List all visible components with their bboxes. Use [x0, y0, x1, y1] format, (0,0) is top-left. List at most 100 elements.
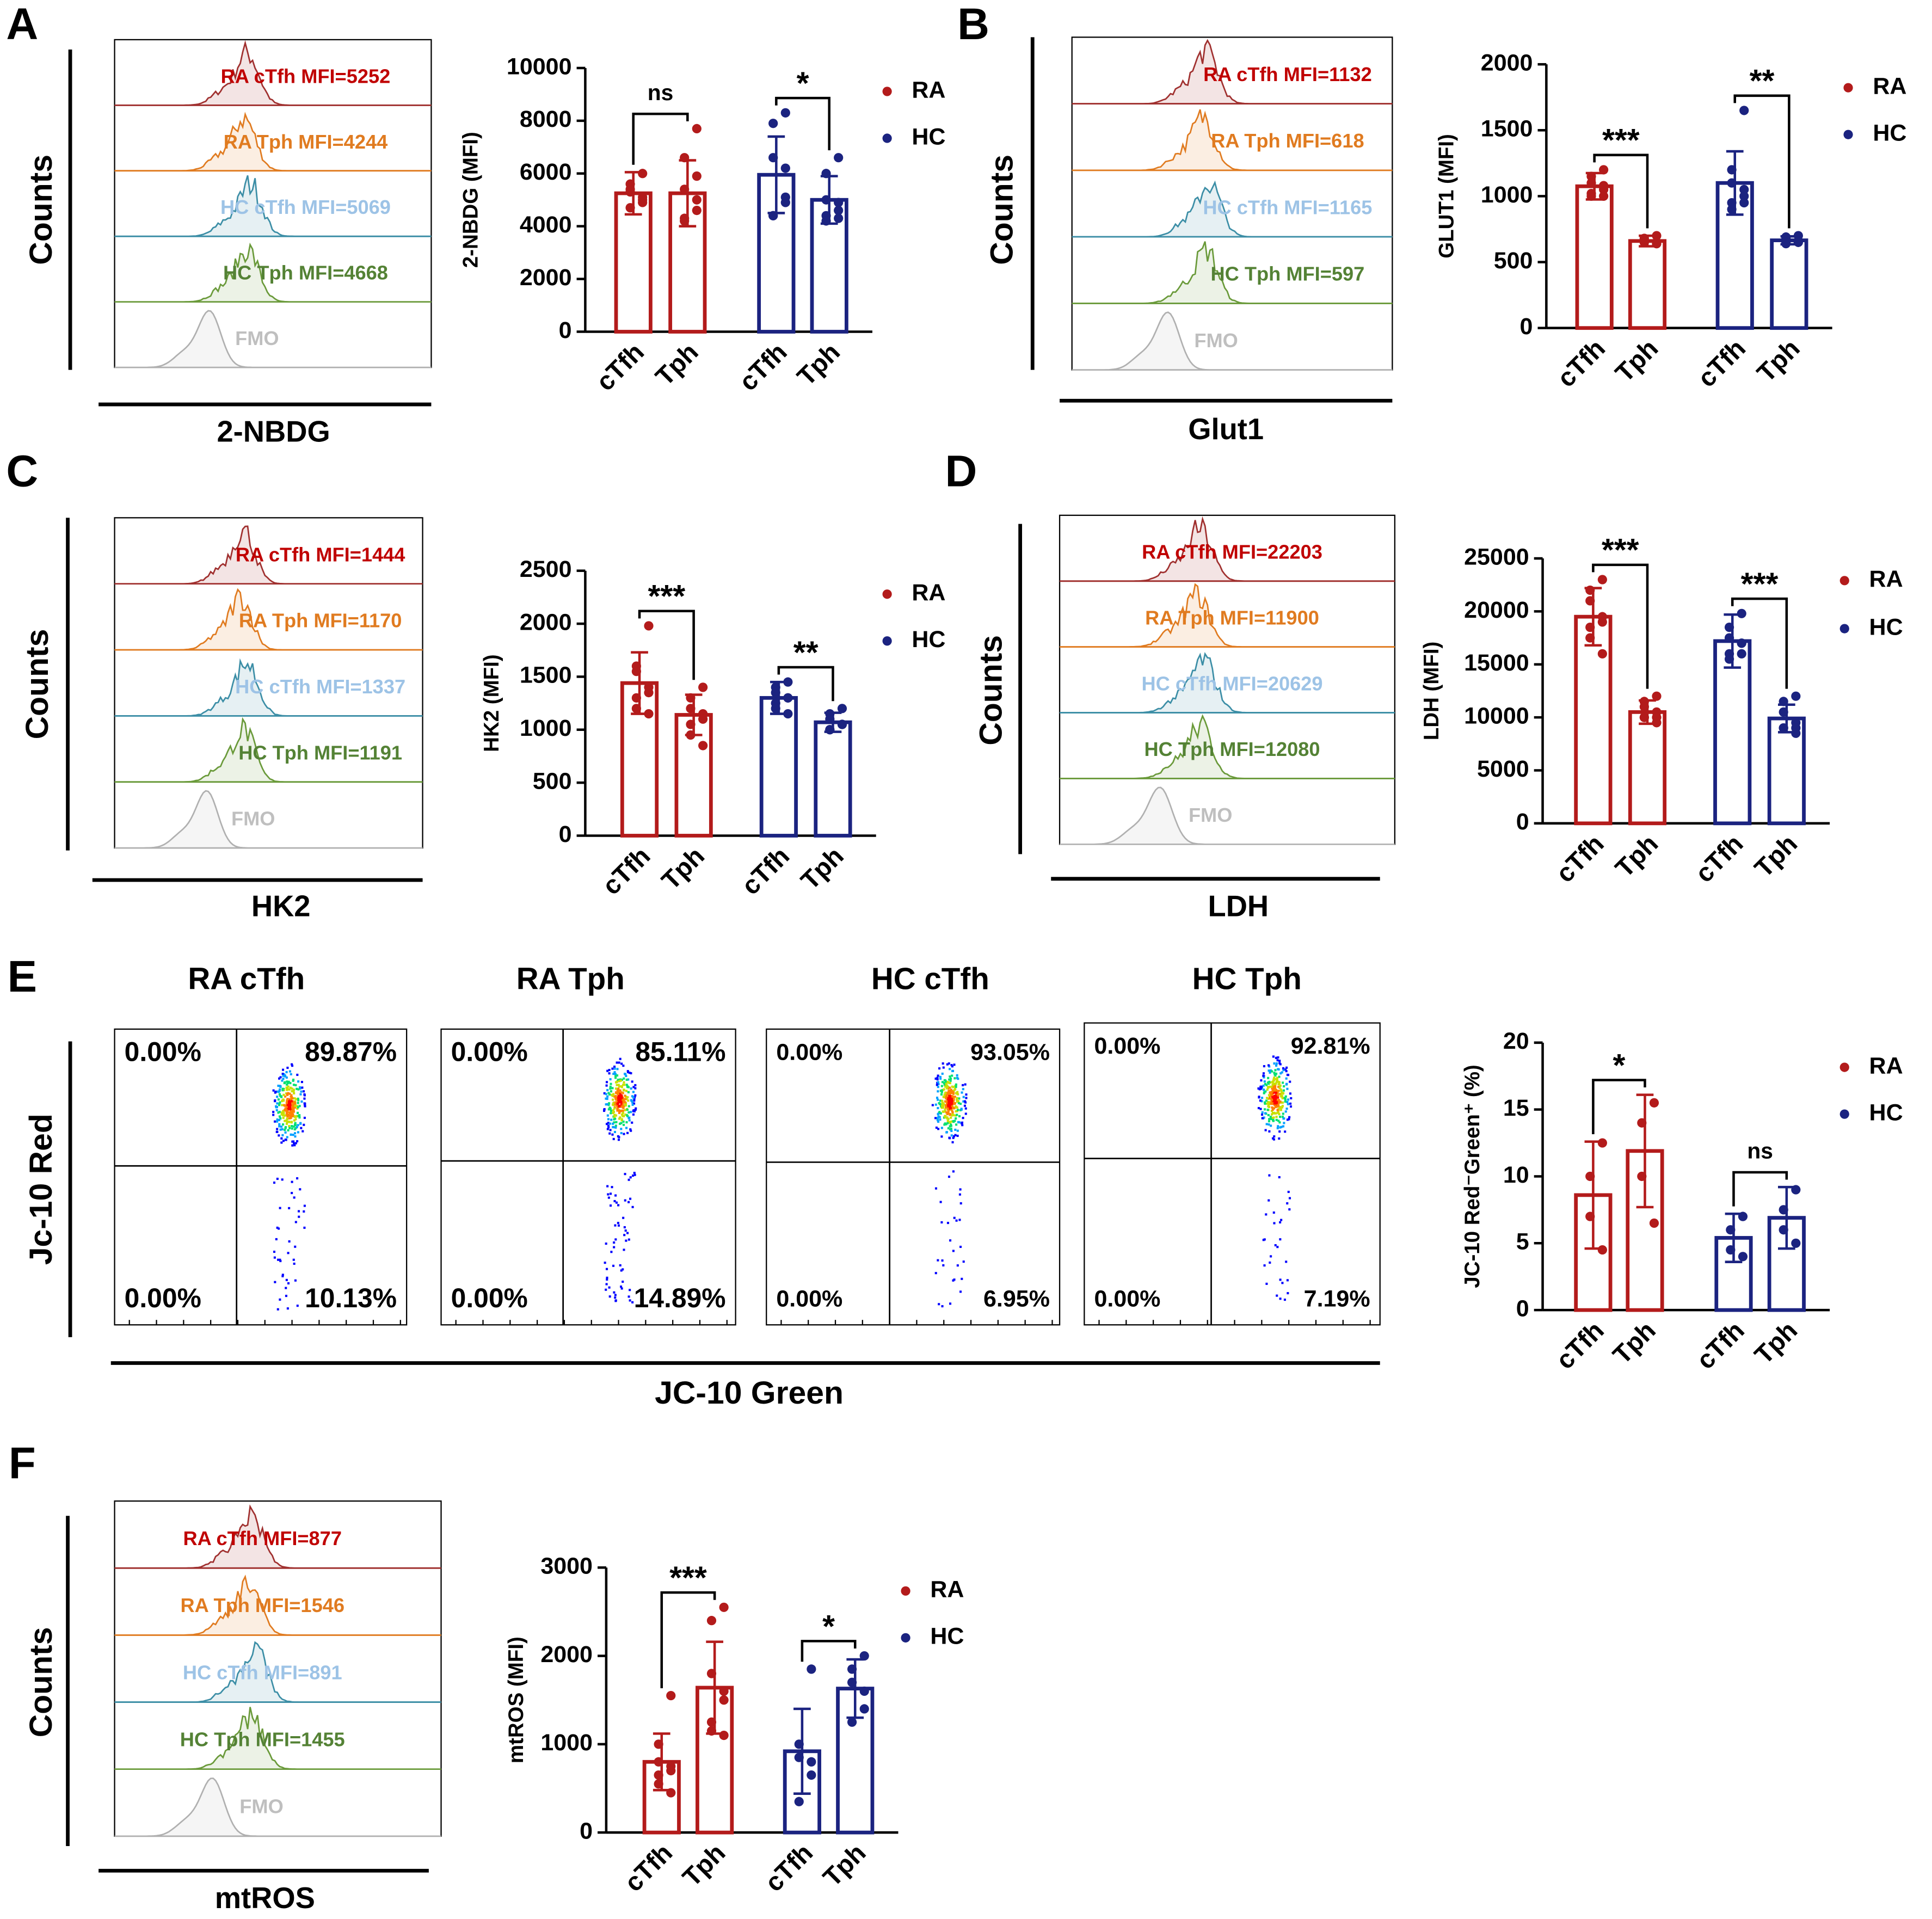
event-dot [1270, 1102, 1272, 1105]
data-point [692, 195, 702, 205]
data-point [644, 688, 654, 698]
event-dot [630, 1072, 632, 1075]
mfi-label: HC Tph MFI=12080 [1145, 738, 1320, 760]
data-point [1727, 198, 1737, 208]
event-dot [606, 1128, 609, 1130]
event-dot [624, 1109, 626, 1111]
event-dot [1277, 1056, 1279, 1059]
bar [1575, 184, 1614, 330]
event-dot [626, 1114, 629, 1117]
event-dot [278, 1077, 281, 1080]
event-dot [611, 1186, 613, 1189]
event-dot [630, 1099, 632, 1102]
data-point [1585, 1211, 1595, 1221]
event-dot [1283, 1299, 1286, 1301]
event-dot [939, 1099, 942, 1102]
event-dot [1282, 1081, 1284, 1084]
data-point [719, 1686, 729, 1696]
data-point [834, 198, 844, 207]
event-dot [955, 1083, 957, 1086]
mfi-label: RA cTfh MFI=877 [183, 1527, 341, 1549]
event-dot [285, 1278, 288, 1281]
event-dot [1260, 1079, 1263, 1082]
data-point [1652, 231, 1662, 241]
quadrant-label: 0.00% [451, 1036, 528, 1067]
event-dot [622, 1120, 625, 1123]
event-dot [958, 1097, 961, 1100]
mfi-label: HC cTfh MFI=1165 [1203, 196, 1372, 218]
event-dot [291, 1065, 294, 1067]
data-point [1738, 1211, 1748, 1221]
event-dot [950, 1100, 953, 1103]
event-dot [1264, 1129, 1267, 1131]
mfi-label: FMO [239, 1795, 283, 1818]
event-dot [959, 1188, 962, 1191]
event-dot [1272, 1089, 1275, 1092]
event-dot [946, 1092, 949, 1094]
event-dot [285, 1102, 288, 1104]
event-dot [1265, 1084, 1268, 1086]
event-dot [951, 1102, 953, 1105]
event-dot [617, 1092, 619, 1096]
event-dot [284, 1138, 287, 1141]
event-dot [945, 1104, 947, 1106]
event-dot [615, 1201, 618, 1204]
event-dot [1274, 1082, 1277, 1085]
plot-frame [114, 1028, 408, 1326]
event-dot [278, 1115, 281, 1118]
event-dot [619, 1264, 622, 1266]
event-dot [1286, 1073, 1289, 1076]
event-dot [939, 1118, 942, 1121]
event-dot [1261, 1117, 1264, 1120]
event-dot [1288, 1197, 1291, 1200]
event-dot [286, 1115, 289, 1118]
significance-bracket [1592, 563, 1649, 689]
event-dot [1266, 1109, 1269, 1111]
event-dot [941, 1081, 944, 1084]
event-dot [281, 1134, 284, 1136]
significance-label: ns [648, 80, 674, 105]
event-dot [625, 1121, 628, 1124]
event-dot [299, 1122, 302, 1124]
event-dot [287, 1100, 290, 1103]
event-dot [1277, 1068, 1279, 1071]
event-dot [291, 1180, 293, 1183]
event-dot [634, 1094, 637, 1097]
event-dot [607, 1108, 610, 1111]
x-tick-label: cTfh [1550, 829, 1609, 888]
data-point [825, 714, 835, 724]
event-dot [614, 1077, 617, 1079]
event-dot [612, 1109, 614, 1112]
legend-label: HC [1869, 614, 1903, 640]
event-dot [1285, 1066, 1288, 1069]
event-dot [1275, 1116, 1278, 1118]
event-dot [945, 1096, 947, 1098]
event-dot [633, 1099, 636, 1102]
event-dot [952, 1170, 955, 1173]
data-point [698, 714, 708, 724]
legend-label: RA [912, 580, 945, 606]
event-dot [627, 1078, 630, 1081]
data-point [1597, 1245, 1607, 1255]
event-dot [1270, 1098, 1272, 1100]
event-dot [939, 1201, 942, 1203]
event-dot [284, 1127, 287, 1129]
event-dot [949, 1068, 951, 1071]
mfi-label: RA cTfh MFI=5252 [221, 65, 391, 87]
x-tick-label: Tph [1610, 829, 1664, 883]
event-dot [1272, 1138, 1276, 1141]
significance-label: ns [1747, 1138, 1773, 1163]
y-axis-label: HK2 (MFI) [480, 654, 503, 752]
event-dot [625, 1090, 628, 1092]
event-dot [1268, 1085, 1271, 1088]
y-tick-label: 2500 [520, 556, 572, 582]
bar [1715, 181, 1754, 330]
event-dot [291, 1144, 294, 1147]
event-dot [952, 1098, 955, 1100]
event-dot [607, 1126, 610, 1129]
event-dot [951, 1074, 953, 1077]
event-dot [949, 1079, 952, 1082]
event-dot [276, 1258, 280, 1261]
event-dot [937, 1086, 939, 1088]
event-dot [1273, 1098, 1276, 1101]
